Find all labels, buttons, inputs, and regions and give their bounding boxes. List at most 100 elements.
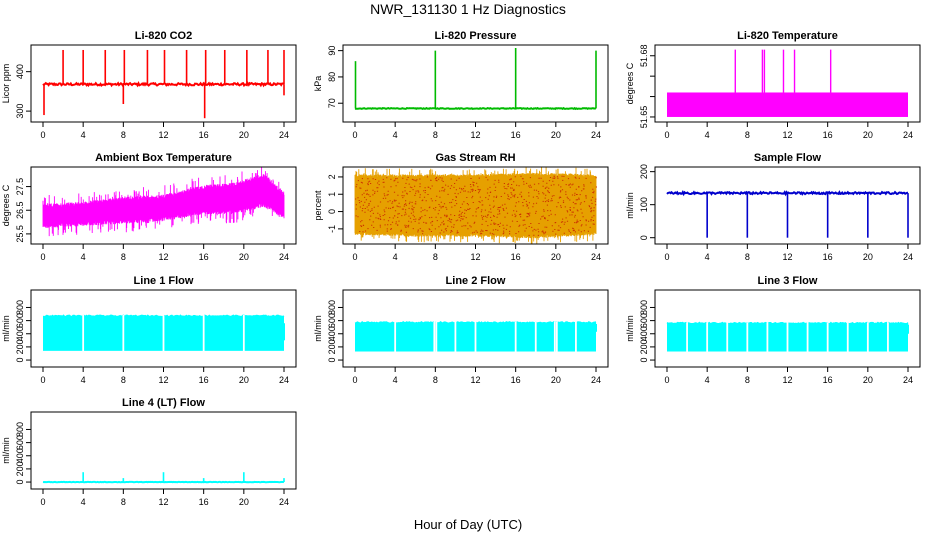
plot-area <box>354 320 597 353</box>
x-tick-label: 20 <box>863 375 873 385</box>
y-tick-label: 0 <box>15 480 25 485</box>
x-tick-label: 16 <box>511 252 521 262</box>
x-tick-label: 20 <box>551 375 561 385</box>
page-title: NWR_131130 1 Hz Diagnostics <box>370 1 566 17</box>
y-tick-label: 25.5 <box>15 225 25 243</box>
y-tick-label: 200 <box>639 339 649 354</box>
y-axis-label: ml/min <box>1 315 11 342</box>
x-tick-label: 20 <box>551 252 561 262</box>
x-tick-label: 4 <box>81 252 86 262</box>
x-tick-label: 8 <box>433 130 438 140</box>
x-tick-label: 4 <box>705 375 710 385</box>
x-tick-label: 12 <box>158 130 168 140</box>
y-tick-label: 400 <box>15 326 25 341</box>
panel-title: Ambient Box Temperature <box>95 152 232 164</box>
x-tick-label: 12 <box>782 252 792 262</box>
x-tick-label: 4 <box>81 375 86 385</box>
y-tick-label: 90 <box>327 46 337 56</box>
x-tick-label: 0 <box>40 375 45 385</box>
panel-li-820-temperature: Li-820 Temperature degrees C 0 4 8 12 16 20 24 51… <box>625 30 921 140</box>
y-axis-label: degrees C <box>625 62 635 104</box>
y-axis-label: kPa <box>313 76 323 92</box>
x-tick-label: 24 <box>591 375 601 385</box>
x-tick-label: 12 <box>470 252 480 262</box>
x-tick-label: 16 <box>199 252 209 262</box>
y-axis-label: ml/min <box>625 192 635 219</box>
y-tick-label: 800 <box>15 422 25 437</box>
x-tick-label: 16 <box>823 252 833 262</box>
y-tick-label: 600 <box>639 313 649 328</box>
panel-title: Line 2 Flow <box>446 275 506 287</box>
x-tick-label: 24 <box>591 130 601 140</box>
x-tick-label: 8 <box>745 252 750 262</box>
x-tick-label: 24 <box>279 375 289 385</box>
x-tick-label: 4 <box>393 375 398 385</box>
y-tick-label: 0 <box>15 358 25 363</box>
x-tick-label: 20 <box>551 130 561 140</box>
panel-title: Sample Flow <box>754 152 822 164</box>
x-tick-label: 0 <box>40 252 45 262</box>
y-tick-label: -1 <box>327 225 337 233</box>
x-tick-label: 8 <box>121 130 126 140</box>
x-tick-label: 0 <box>352 375 357 385</box>
x-tick-label: 4 <box>705 130 710 140</box>
x-tick-label: 20 <box>863 130 873 140</box>
y-tick-label: 0 <box>639 235 649 240</box>
y-tick-label: 0 <box>639 358 649 363</box>
x-tick-label: 24 <box>279 130 289 140</box>
x-tick-label: 8 <box>745 375 750 385</box>
x-tick-label: 20 <box>239 497 249 507</box>
x-tick-label: 0 <box>352 130 357 140</box>
panel-title: Line 4 (LT) Flow <box>122 397 205 409</box>
plot-area <box>42 49 285 119</box>
plot-area <box>667 49 908 117</box>
y-tick-label: 400 <box>639 326 649 341</box>
x-tick-label: 4 <box>81 130 86 140</box>
y-tick-label: 200 <box>15 339 25 354</box>
x-tick-label: 8 <box>433 375 438 385</box>
plot-area <box>42 314 285 352</box>
x-tick-label: 16 <box>823 130 833 140</box>
y-tick-label: 51.68 <box>639 44 649 67</box>
x-tick-label: 12 <box>158 497 168 507</box>
y-tick-label: 70 <box>327 98 337 108</box>
x-tick-label: 12 <box>782 375 792 385</box>
x-tick-label: 0 <box>40 130 45 140</box>
series-points <box>355 175 597 236</box>
y-axis-label: degrees C <box>1 184 11 226</box>
panel-line-3-flow: Line 3 Flow ml/min 0 4 8 12 16 20 24 0 20040060080… <box>625 275 921 385</box>
y-tick-label: 800 <box>15 300 25 315</box>
plot-area <box>42 167 285 237</box>
x-tick-label: 12 <box>470 130 480 140</box>
y-tick-label: 51.65 <box>639 106 649 129</box>
series-line <box>42 80 285 88</box>
panel-title: Li-820 Pressure <box>435 30 517 42</box>
y-tick-label: 2 <box>327 174 337 179</box>
y-axis-label: ml/min <box>625 315 635 342</box>
panel-line-2-flow: Line 2 Flow ml/min 0 4 8 12 16 20 24 0 20040060080… <box>313 275 609 385</box>
plot-area <box>42 472 285 484</box>
panel-title: Line 3 Flow <box>758 275 818 287</box>
x-tick-label: 8 <box>745 130 750 140</box>
x-tick-label: 0 <box>40 497 45 507</box>
y-tick-label: 800 <box>639 300 649 315</box>
y-tick-label: 80 <box>327 72 337 82</box>
series-band <box>354 167 597 244</box>
x-tick-label: 0 <box>664 252 669 262</box>
y-tick-label: 100 <box>639 197 649 212</box>
y-axis-label: ml/min <box>1 437 11 464</box>
x-tick-label: 16 <box>511 130 521 140</box>
y-tick-label: 200 <box>15 461 25 476</box>
y-axis-label: Licor ppm <box>1 64 11 104</box>
x-tick-label: 24 <box>903 252 913 262</box>
y-tick-label: 1 <box>327 192 337 197</box>
panel-li-820-co2: Li-820 CO2 Licor ppm 0 4 8 12 16 20 24 300 400 <box>1 30 297 140</box>
x-tick-label: 4 <box>705 252 710 262</box>
x-tick-label: 12 <box>158 375 168 385</box>
x-tick-label: 16 <box>199 130 209 140</box>
data-block <box>667 92 908 117</box>
x-tick-label: 20 <box>239 252 249 262</box>
plot-area <box>666 321 909 353</box>
